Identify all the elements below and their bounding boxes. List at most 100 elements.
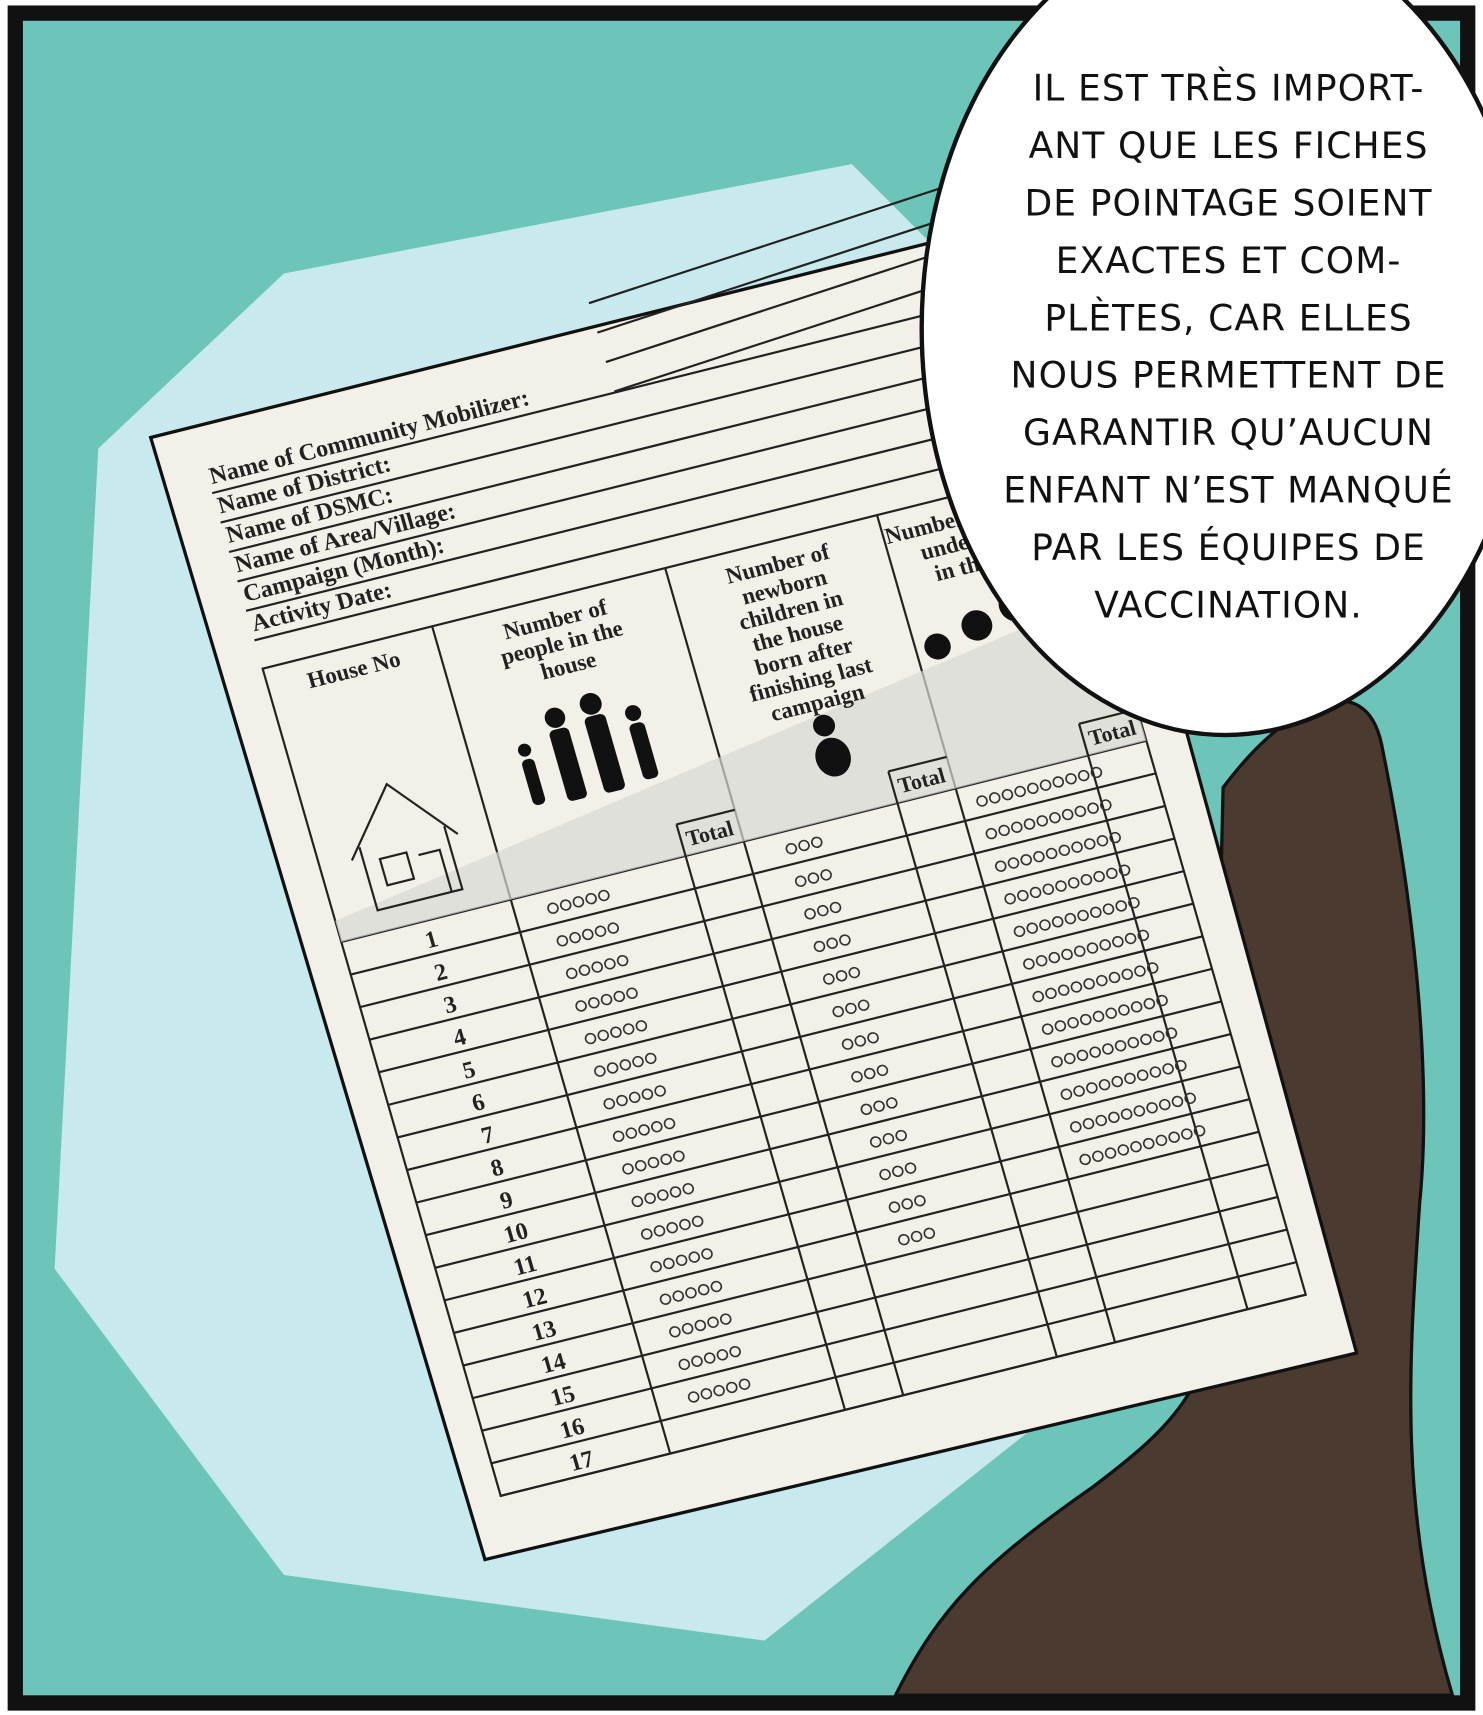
tally-circle [585,892,597,905]
total-line [676,808,736,826]
tally-circle [860,1103,873,1116]
tally-circle [1130,1001,1143,1013]
tally-circle [1112,935,1124,948]
tally-circle [613,990,626,1003]
row-line [416,1000,1222,1204]
tally-circle [626,987,638,999]
tally-circle [628,1091,641,1104]
row-line [453,1130,1260,1335]
tally-circle [1175,1059,1187,1072]
tally-circle [1080,1013,1092,1026]
tally-circle [1142,1137,1155,1150]
tally-circle [1090,906,1102,918]
tally-circle [1080,874,1093,886]
tally-circle [988,792,1001,804]
tally-circle [898,1233,910,1246]
tally-circle [1035,955,1048,967]
tally-circle [1158,1098,1171,1111]
bubble-line: ANT QUE LES FICHES [1029,125,1429,167]
bubble-line: PLÈTES, CAR ELLES [1044,297,1412,339]
tally-circle [1118,1004,1130,1016]
tally-circle [598,889,610,902]
tally-circle [634,1160,647,1172]
tally-circle [713,1384,725,1397]
tally-circle [1143,997,1156,1010]
bubble-line: NOUS PERMETTENT DE [1011,355,1447,397]
tally-circle [691,1355,703,1367]
tally-circle [794,875,807,887]
field-line [588,173,984,305]
column-line [431,626,672,1454]
tally-circle [647,1156,660,1169]
tally-circle [1049,812,1061,824]
tally-circle [1023,818,1036,830]
tally-circle [845,1002,857,1015]
person-icon [584,713,625,793]
tally-circle [1102,1043,1114,1055]
person-icon [517,743,532,757]
tally-circle [798,839,810,852]
child-icon [961,610,993,641]
tally-circle [1077,769,1090,782]
tally-circle [998,824,1010,837]
tally-circle [588,997,600,1009]
tally-circle [1146,962,1159,974]
speech-bubble: IL EST TRÈS IMPORT- ANT QUE LES FICHES DE … [919,0,1483,738]
tally-circle [804,908,816,920]
tally-circle [1108,971,1121,984]
tally-circle [1092,1010,1105,1023]
tally-circle [1073,945,1086,957]
tally-circle [650,1121,663,1133]
tally-circle [1155,1134,1168,1147]
tally-circle [703,1352,716,1364]
tally-circle [817,904,829,917]
tally-circle [1004,893,1016,905]
tally-circle [1184,1092,1196,1104]
field-line [220,320,1026,524]
tally-circle [888,1201,901,1213]
tally-circle [669,1326,681,1338]
tally-circle [597,1029,610,1042]
tally-circle [994,860,1007,872]
tally-circle [1074,805,1087,818]
tally-circle [622,1023,635,1035]
tally-circle [1083,838,1096,850]
row-line [406,967,1213,1172]
tally-circle [1111,1075,1124,1088]
tally-circle [914,1195,926,1207]
tally-circle [650,1260,662,1273]
tally-circle [1013,925,1026,938]
tally-circle [1130,1141,1142,1153]
tally-circle [1060,1088,1073,1100]
tally-circle [640,1228,653,1240]
row-line [462,1163,1269,1367]
tally-circle [1052,776,1065,788]
tally-circle [867,1032,879,1044]
tally-circle [1048,951,1061,964]
tally-circle [1055,880,1067,892]
tally-circle [1136,1069,1149,1081]
row-line [491,1261,1297,1465]
bubble-line: PAR LES ÉQUIPES DE [1031,527,1426,569]
bubble-line: ENFANT N’EST MANQUÉ [1003,470,1454,512]
tally-circle [1181,1128,1193,1140]
tally-circle [603,1098,616,1110]
tally-circle [635,1020,648,1032]
tally-circle [923,1227,936,1239]
row-line [369,837,1175,1041]
field-line [237,379,1043,583]
tally-circle [707,1316,719,1328]
tally-circle [1096,974,1108,987]
tally-circle [675,1254,688,1266]
tally-circle [612,1130,625,1142]
tally-circle [1149,1066,1162,1078]
tally-circle [1007,857,1020,869]
tally-circle [1079,1153,1091,1166]
tally-circle [1077,909,1089,922]
tally-circle [1032,990,1045,1003]
tally-circle [1137,929,1150,942]
tally-circle [863,1067,876,1080]
tally-circle [653,1225,666,1237]
tally-circle [823,973,835,985]
